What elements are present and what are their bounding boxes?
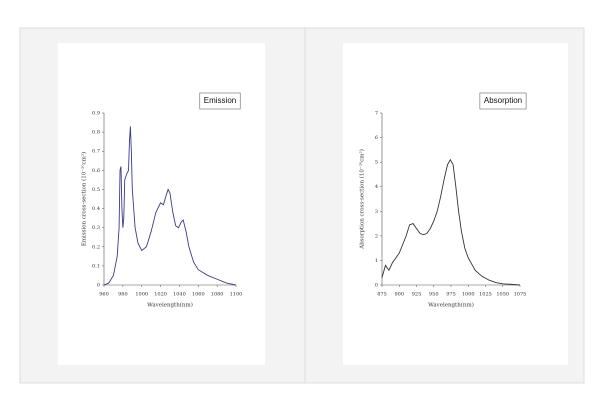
y-tick-label: 0.1 bbox=[92, 263, 100, 269]
x-tick-label: 925 bbox=[412, 292, 422, 298]
x-tick-label: 1000 bbox=[135, 292, 148, 298]
y-tick-label: 0 bbox=[375, 283, 378, 289]
x-tick-label: 875 bbox=[377, 292, 387, 298]
y-tick-label: 4 bbox=[375, 184, 378, 190]
x-tick-label: 1100 bbox=[230, 292, 243, 298]
x-tick-label: 1080 bbox=[211, 292, 224, 298]
y-tick-label: 0.3 bbox=[92, 225, 100, 231]
y-tick-label: 1 bbox=[375, 258, 378, 264]
y-tick-label: 0.4 bbox=[92, 206, 100, 212]
y-tick-label: 7 bbox=[375, 111, 378, 117]
image-right bbox=[343, 43, 568, 365]
y-axis-label: Emission cross-section (10⁻²⁰cm²) bbox=[81, 152, 88, 246]
y-tick-label: 2 bbox=[375, 233, 378, 239]
x-axis-label: Wavelength(nm) bbox=[147, 302, 193, 309]
y-tick-label: 5 bbox=[375, 160, 378, 166]
y-tick-label: 3 bbox=[375, 209, 378, 215]
data-line bbox=[103, 126, 237, 286]
legend-label: Emission bbox=[204, 96, 236, 105]
image-left bbox=[58, 43, 265, 365]
y-tick-label: 0.7 bbox=[92, 149, 100, 155]
x-tick-label: 1075 bbox=[514, 292, 527, 298]
legend-label: Absorption bbox=[484, 96, 522, 105]
x-tick-label: 975 bbox=[446, 292, 456, 298]
y-tick-label: 6 bbox=[375, 135, 378, 141]
x-tick-label: 950 bbox=[429, 292, 439, 298]
x-tick-label: 900 bbox=[394, 292, 404, 298]
legend-box bbox=[479, 92, 527, 110]
y-tick-label: 0.2 bbox=[92, 244, 100, 250]
y-tick-label: 0.8 bbox=[92, 130, 100, 136]
y-tick-label: 0 bbox=[97, 283, 100, 289]
legend-box bbox=[199, 92, 241, 110]
y-axis-label: Absorption cross-section (10⁻²⁰cm²) bbox=[359, 149, 366, 250]
x-tick-label: 1020 bbox=[154, 292, 167, 298]
x-axis-label: Wavelength(nm) bbox=[428, 302, 474, 309]
x-tick-label: 960 bbox=[99, 292, 109, 298]
x-tick-label: 1060 bbox=[192, 292, 205, 298]
x-tick-label: 1000 bbox=[462, 292, 475, 298]
y-tick-label: 0.5 bbox=[92, 187, 100, 193]
y-tick-label: 0.9 bbox=[92, 111, 100, 117]
x-tick-label: 980 bbox=[118, 292, 128, 298]
x-tick-label: 1025 bbox=[479, 292, 492, 298]
y-tick-label: 0.6 bbox=[92, 168, 100, 174]
x-tick-label: 1050 bbox=[496, 292, 509, 298]
x-tick-label: 1040 bbox=[173, 292, 186, 298]
data-line bbox=[381, 158, 521, 286]
